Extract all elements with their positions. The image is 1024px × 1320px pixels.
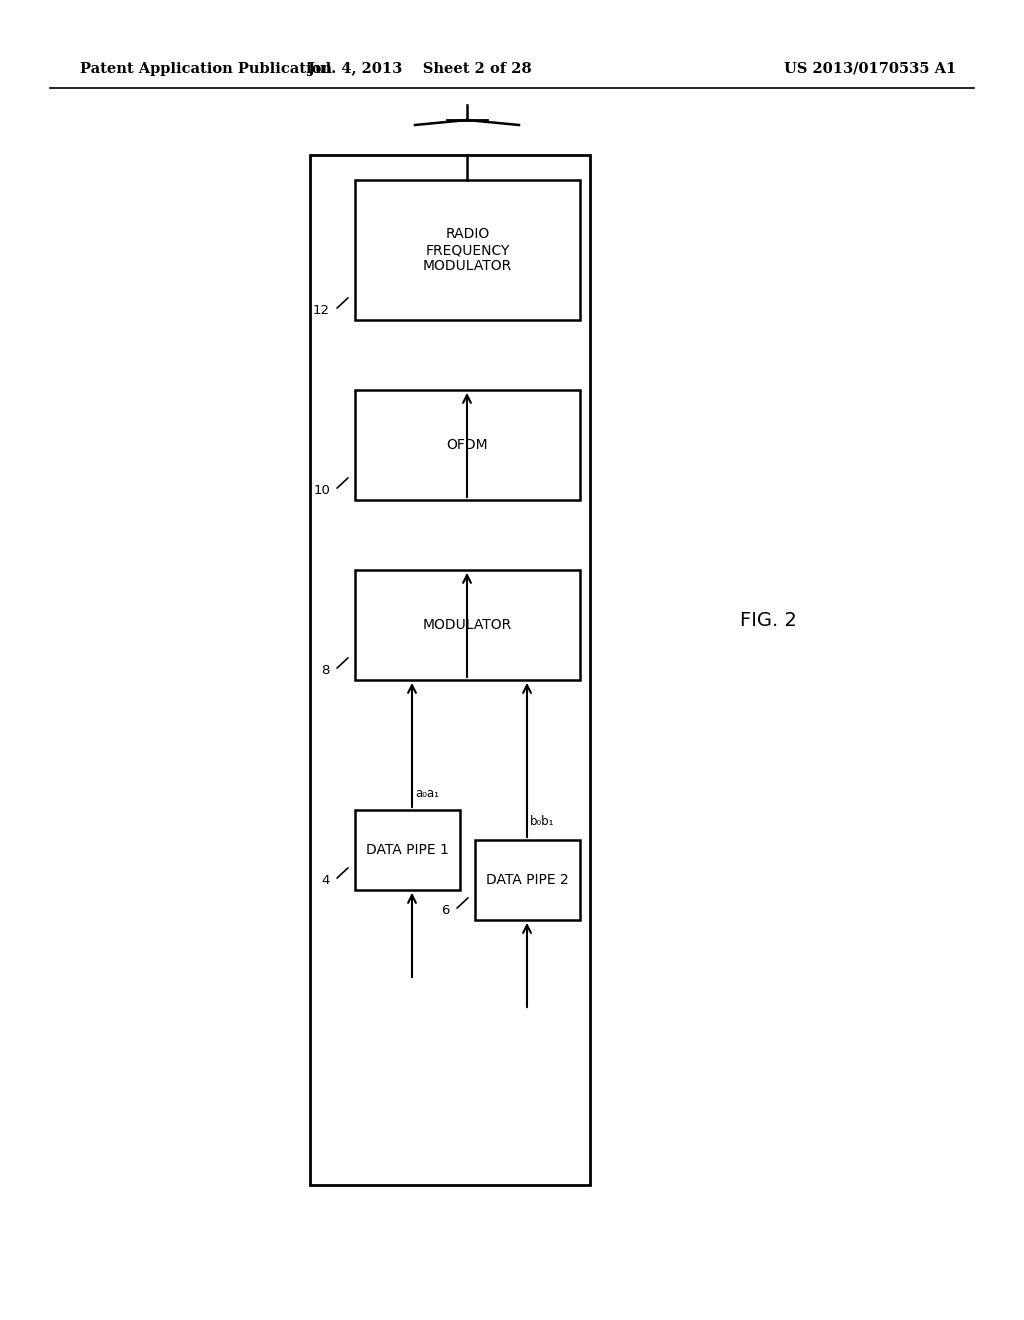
Text: Jul. 4, 2013    Sheet 2 of 28: Jul. 4, 2013 Sheet 2 of 28: [308, 62, 531, 77]
Text: Patent Application Publication: Patent Application Publication: [80, 62, 332, 77]
Bar: [355, 810, 460, 890]
Text: MODULATOR: MODULATOR: [423, 618, 512, 632]
Text: DATA PIPE 2: DATA PIPE 2: [486, 873, 569, 887]
Text: RADIO
FREQUENCY
MODULATOR: RADIO FREQUENCY MODULATOR: [423, 227, 512, 273]
Bar: [475, 840, 580, 920]
Text: FIG. 2: FIG. 2: [740, 610, 797, 630]
Text: 4: 4: [322, 874, 330, 887]
Bar: [355, 389, 580, 500]
Text: 12: 12: [313, 304, 330, 317]
Text: 8: 8: [322, 664, 330, 676]
Bar: [355, 180, 580, 319]
Text: US 2013/0170535 A1: US 2013/0170535 A1: [784, 62, 956, 77]
Text: a₀a₁: a₀a₁: [415, 787, 439, 800]
Text: OFDM: OFDM: [446, 438, 488, 451]
Bar: [355, 570, 580, 680]
Text: DATA PIPE 1: DATA PIPE 1: [366, 843, 449, 857]
Text: 6: 6: [441, 903, 450, 916]
Text: b₀b₁: b₀b₁: [530, 814, 555, 828]
Text: 10: 10: [313, 483, 330, 496]
Bar: [310, 154, 590, 1185]
